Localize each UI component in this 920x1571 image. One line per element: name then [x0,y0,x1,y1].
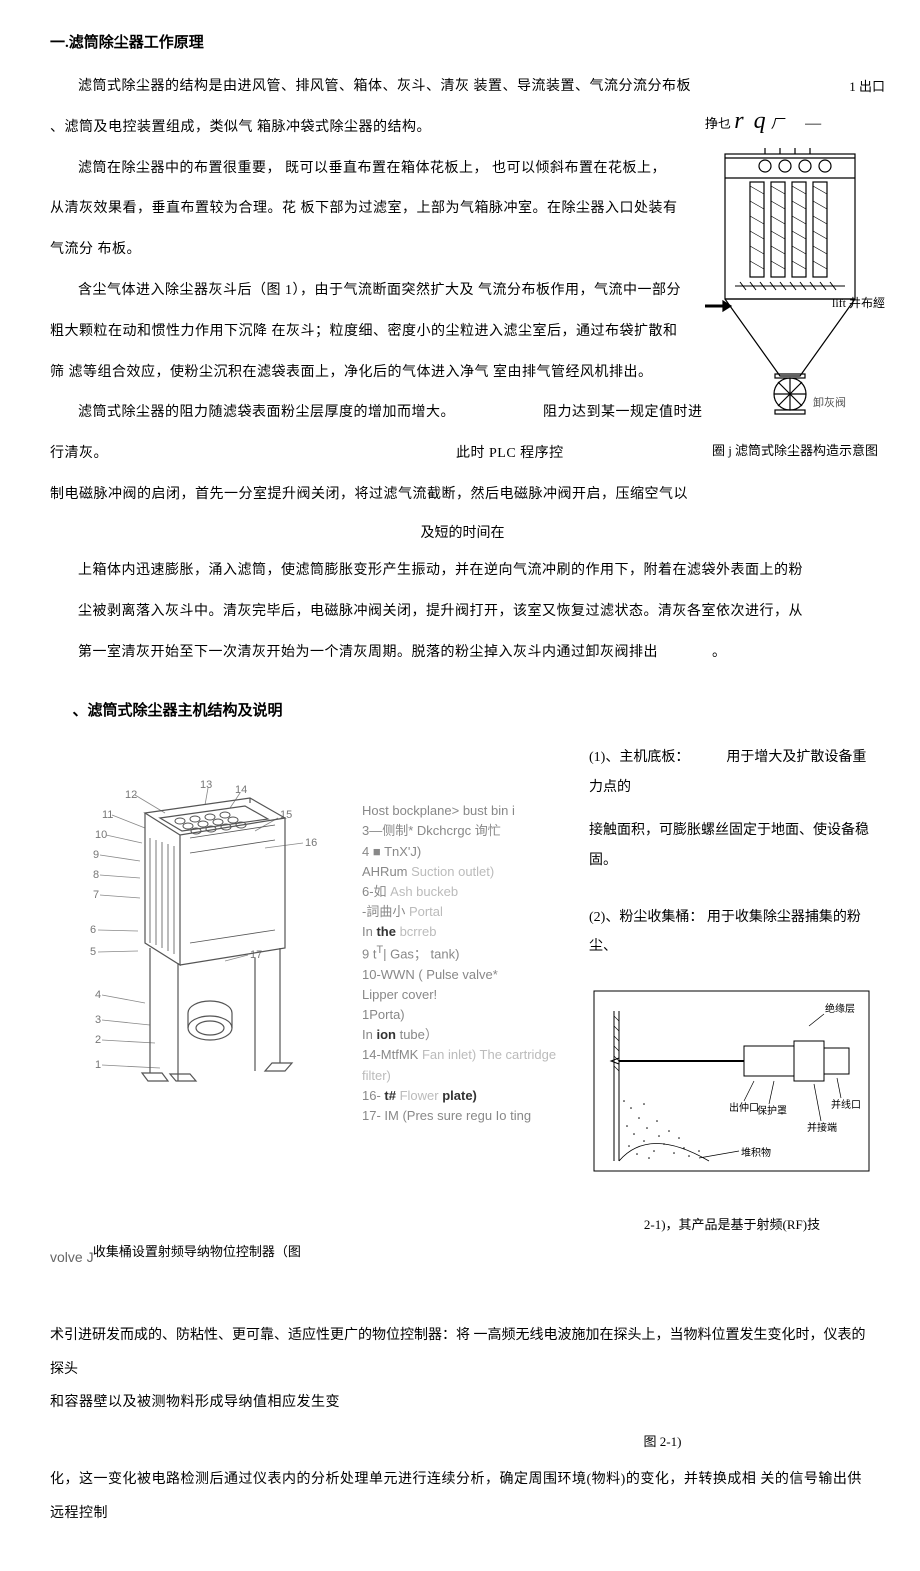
fig1-text-row: 挣乜 r q 厂 — [705,100,885,143]
paragraph: 化，这一变化被电路检测后通过仪表内的分析处理单元进行连续分析，确定周围环境(物料… [50,1463,875,1530]
paragraph: 粗大颗粒在动和惯性力作用下沉降 在灰斗；粒度细、密度小的尘粒进入滤尘室后，通过布… [50,317,705,348]
svg-text:16: 16 [305,837,317,849]
legend-line: In ion tube） [362,1025,577,1045]
legend-line: In the bcrreb [362,922,577,942]
text: 厂 [771,116,784,131]
paragraph: 从清灰效果看，垂直布置较为合理。花 板下部为过滤室，上部为气箱脉冲室。在除尘器入… [50,194,705,225]
text: 阻力达到某一规定值时进 [543,405,703,420]
paragraph: 筛 滤等组合效应，使粉尘沉积在滤袋表面上，净化后的气体进入净气 室由排气管经风机… [50,358,705,389]
svg-text:7: 7 [93,889,99,901]
legend-line: -詞曲小 Portal [362,902,577,922]
svg-text:9: 9 [93,849,99,861]
figure-structure: 121314 1115 1016 9 8 7 6 517 4 3 2 1 [50,743,350,1097]
svg-text:2: 2 [95,1034,101,1046]
legend-line: 17- IM (Pres sure regu Io ting [362,1106,577,1126]
paragraph: 及短的时间在 [50,521,875,546]
svg-text:13: 13 [200,779,212,791]
paragraph: 含尘气体进入除尘器灰斗后（图 1），由于气流断面突然扩大及 气流分布板作用，气流… [50,276,705,307]
svg-text:1: 1 [95,1059,101,1071]
svg-text:8: 8 [93,869,99,881]
legend-line: 9 tT| Gas； tank) [362,942,577,964]
legend-line: AHRum Suction outlet) [362,862,577,882]
figure-1-diagram: 卸灰阀 [705,146,880,426]
text: 第一室清灰开始至下一次清灰开始为一个清灰周期。脱落的粉尘掉入灰斗内通过卸灰阀排出 [78,645,658,660]
paragraph: 上箱体内迅速膨胀，涌入滤筒，使滤筒膨胀变形产生振动，并在逆向气流冲刷的作用下，附… [50,556,875,587]
paragraph: 滤筒式除尘器的结构是由进风管、排风管、箱体、灰斗、清灰 装置、导流装置、气流分流… [50,72,705,103]
legend-line: filter) [362,1066,577,1086]
figure-1-container: 1 出口 挣乜 r q 厂 — [705,75,885,462]
legend-line: 1Porta) [362,1005,577,1025]
svg-text:6: 6 [90,924,96,936]
text: 挣乜 [705,116,731,131]
paragraph: 行清灰。 此时 PLC 程序控 [50,439,705,470]
struct-item-1b: 接触面积，可膨胀螺丝固定于地面、使设备稳 固。 [589,816,875,875]
text: 行清灰。 [50,446,108,461]
svg-text:5: 5 [90,946,96,958]
svg-text:17: 17 [250,949,262,961]
section-2-heading: 、滤筒式除尘器主机结构及说明 [50,698,875,725]
item-label: (1)、主机底板： [589,750,689,765]
item-label: (2)、粉尘收集桶： [589,910,703,925]
paragraph: 气流分 布板。 [50,235,705,266]
legend-line: 16- t# Flower plate) [362,1086,577,1106]
legend-line: 14-MtfMK Fan inlet) The cartridge [362,1045,577,1065]
paragraph: 第一室清灰开始至下一次清灰开始为一个清灰周期。脱落的粉尘掉入灰斗内通过卸灰阀排出… [50,638,875,669]
svg-text:15: 15 [280,809,292,821]
legend-line: Host bockplane> bust bin i [362,801,577,821]
fig1-valve-label: 卸灰阀 [813,395,846,409]
fig1-lift-label: lift 井布經 [832,293,885,315]
figure-2-1: 绝缘层 出仲口 保护罩 并线口 并接端 堆积物 [589,986,874,1196]
svg-text:3: 3 [95,1014,101,1026]
legend-line: 4 ■ TnX'J) [362,842,577,862]
paragraph: 尘被剥离落入灰斗中。清灰完毕后，电磁脉冲阀关闭，提升阀打开，该室又恢复过滤状态。… [50,597,875,628]
legend-line: Lipper cover! [362,985,577,1005]
struct-item-1: (1)、主机底板： 用于增大及扩散设备重力点的 [589,743,875,802]
structure-legend: Host bockplane> bust bin i3—侧制* Dkchcrgc… [362,743,577,1126]
figure-2-1-inline-caption: 2-1)，其产品是基于射频(RF)技 [589,1211,875,1238]
struct-item-2: (2)、粉尘收集桶： 用于收集除尘器捕集的粉尘、 [589,903,875,962]
figure-2-1-label: 图 2-1) [50,1430,875,1453]
legend-line: 3—侧制* Dkchcrgc 询忙 [362,821,577,841]
figure-1-caption: 圈 j 滤筒式除尘器构造示意图 [705,439,885,462]
text: 。 [712,645,727,660]
text: — [805,115,821,132]
paragraph: 、滤筒及电控装置组成，类似气 箱脉冲袋式除尘器的结构。 [50,113,705,144]
fig21-label-a: 绝缘层 [825,1002,855,1015]
text: r q [734,108,767,134]
fig21-label-c: 保护罩 [757,1104,787,1117]
legend-line: 10-WWN ( Pulse valve* [362,965,577,985]
svg-text:10: 10 [95,829,107,841]
legend-line: 6-如 Ash buckeb [362,882,577,902]
paragraph: 和容器壁以及被测物料形成导纳值相应发生变 [50,1386,875,1420]
paragraph: 制电磁脉冲阀的启闭，首先一分室提升阀关闭，将过滤气流截断，然后电磁脉冲阀开启，压… [50,480,705,511]
fig21-label-d: 并线口 [831,1098,861,1111]
svg-text:14: 14 [235,784,247,796]
text: 此时 PLC 程序控 [456,446,564,461]
fig21-label-b: 出仲口 [729,1101,759,1114]
svg-text:4: 4 [95,989,101,1001]
paragraph: 滤筒在除尘器中的布置很重要， 既可以垂直布置在箱体花板上， 也可以倾斜布置在花板… [50,154,705,185]
fig21-label-f: 堆积物 [741,1146,771,1159]
fig21-label-e: 并接端 [807,1121,837,1134]
text: 收集桶设置射频导纳物位控制器（图 [93,1244,301,1259]
collect-line: volve J 收集桶设置射频导纳物位控制器（图 [50,1246,875,1269]
svg-text:11: 11 [102,809,113,821]
fig1-outlet-label: 1 出口 [705,75,885,98]
paragraph: 术引进研发而成的、防粘性、更可靠、适应性更广的物位控制器：将 一高频无线电波施加… [50,1319,875,1386]
text: volve J [50,1249,94,1265]
paragraph: 滤筒式除尘器的阻力随滤袋表面粉尘层厚度的增加而增大。 阻力达到某一规定值时进 [50,398,705,429]
section-1-heading: 一.滤筒除尘器工作原理 [50,30,875,57]
text: 滤筒式除尘器的阻力随滤袋表面粉尘层厚度的增加而增大。 [78,405,455,420]
